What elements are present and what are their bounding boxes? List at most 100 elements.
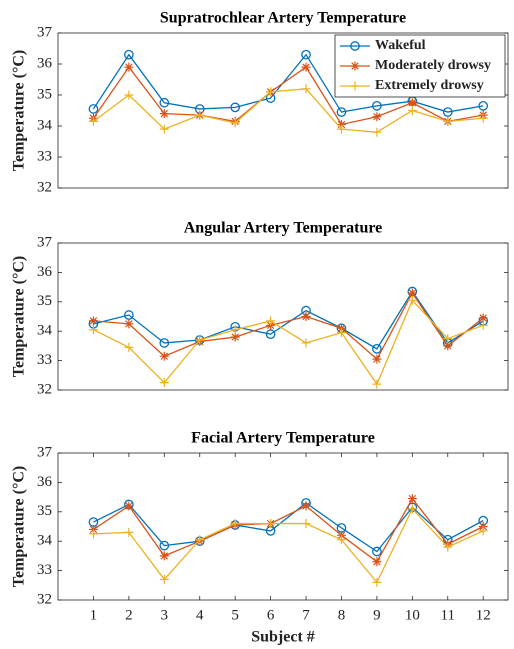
marker: [478, 320, 488, 330]
marker: [159, 540, 170, 551]
chart-title: Angular Artery Temperature: [184, 220, 383, 237]
series-line: [93, 497, 484, 563]
marker: [372, 354, 382, 364]
x-tick-label: 2: [125, 607, 133, 623]
marker: [159, 97, 170, 108]
marker: [266, 87, 276, 97]
y-tick-label: 35: [37, 293, 52, 309]
chart-title: Supratrochlear Artery Temperature: [160, 10, 406, 27]
marker: [336, 107, 347, 117]
y-axis-label: Temperature (°C): [11, 50, 28, 171]
series-line: [93, 290, 484, 350]
marker: [372, 343, 382, 354]
series-line: [92, 65, 484, 126]
x-axis-label: Subject #: [251, 629, 315, 646]
marker: [159, 109, 169, 119]
y-tick-label: 37: [37, 24, 53, 40]
marker: [159, 351, 169, 361]
marker: [301, 49, 311, 60]
x-tick-label: 10: [405, 607, 420, 623]
y-tick-label: 37: [37, 234, 53, 250]
series-line: [93, 291, 484, 361]
marker: [443, 341, 453, 351]
chart-title: Facial Artery Temperature: [191, 430, 375, 447]
series-line: [92, 53, 484, 113]
marker: [195, 335, 205, 345]
marker: [350, 61, 360, 71]
y-tick-label: 36: [37, 55, 53, 71]
marker: [124, 342, 134, 352]
marker: [159, 124, 169, 134]
y-tick-label: 35: [37, 86, 52, 102]
y-tick-label: 36: [37, 474, 53, 490]
marker: [407, 288, 417, 298]
x-tick-label: 4: [196, 607, 204, 623]
marker: [301, 519, 311, 529]
marker: [88, 116, 98, 126]
marker: [407, 295, 417, 305]
plot-area: [57, 452, 509, 601]
y-tick-label: 32: [37, 591, 52, 607]
marker: [372, 379, 382, 389]
marker: [350, 81, 360, 91]
marker: [301, 62, 311, 72]
legend-label: Wakeful: [375, 38, 426, 53]
marker: [230, 118, 240, 128]
y-tick-label: 34: [37, 117, 53, 133]
marker: [159, 551, 169, 561]
marker: [88, 529, 98, 539]
marker: [230, 332, 240, 342]
marker: [372, 112, 382, 122]
marker: [301, 501, 311, 511]
marker: [88, 104, 99, 114]
x-tick-label: 5: [231, 607, 239, 623]
x-tick-label: 3: [161, 607, 169, 623]
series-line: [93, 507, 484, 584]
marker: [407, 98, 417, 108]
y-tick-label: 37: [37, 444, 53, 460]
marker: [301, 84, 311, 94]
x-tick-label: 8: [338, 607, 346, 623]
x-tick-label: 6: [267, 607, 275, 623]
y-tick-label: 33: [37, 352, 52, 368]
x-tick-label: 12: [476, 607, 491, 623]
marker: [443, 334, 453, 344]
marker: [124, 501, 134, 511]
marker: [159, 574, 169, 584]
x-tick-label: 7: [302, 607, 310, 623]
marker: [407, 504, 417, 514]
marker: [336, 124, 346, 134]
x-tick-label: 1: [90, 607, 98, 623]
y-tick-label: 34: [37, 533, 53, 549]
marker: [265, 329, 276, 339]
marker: [478, 526, 488, 536]
marker: [372, 101, 382, 111]
legend-label: Extremely drowsy: [375, 78, 484, 93]
series-line: [93, 299, 484, 386]
series-line: [93, 88, 484, 133]
marker: [195, 535, 205, 545]
marker: [124, 319, 134, 329]
x-tick-label: 11: [441, 607, 455, 623]
y-tick-label: 33: [37, 562, 52, 578]
marker: [195, 110, 205, 120]
marker: [478, 101, 489, 111]
marker: [478, 113, 488, 123]
y-axis-label: Temperature (°C): [11, 256, 28, 377]
marker: [442, 107, 453, 117]
marker: [124, 527, 134, 537]
marker: [266, 316, 276, 326]
marker: [124, 310, 134, 320]
marker: [301, 312, 311, 321]
marker: [478, 313, 488, 323]
marker: [88, 316, 98, 326]
x-tick-label: 9: [373, 607, 381, 623]
marker: [124, 90, 134, 100]
marker: [230, 325, 240, 335]
marker: [336, 328, 346, 338]
marker: [443, 542, 453, 552]
marker: [88, 325, 98, 335]
marker: [350, 41, 360, 51]
marker: [266, 519, 276, 529]
